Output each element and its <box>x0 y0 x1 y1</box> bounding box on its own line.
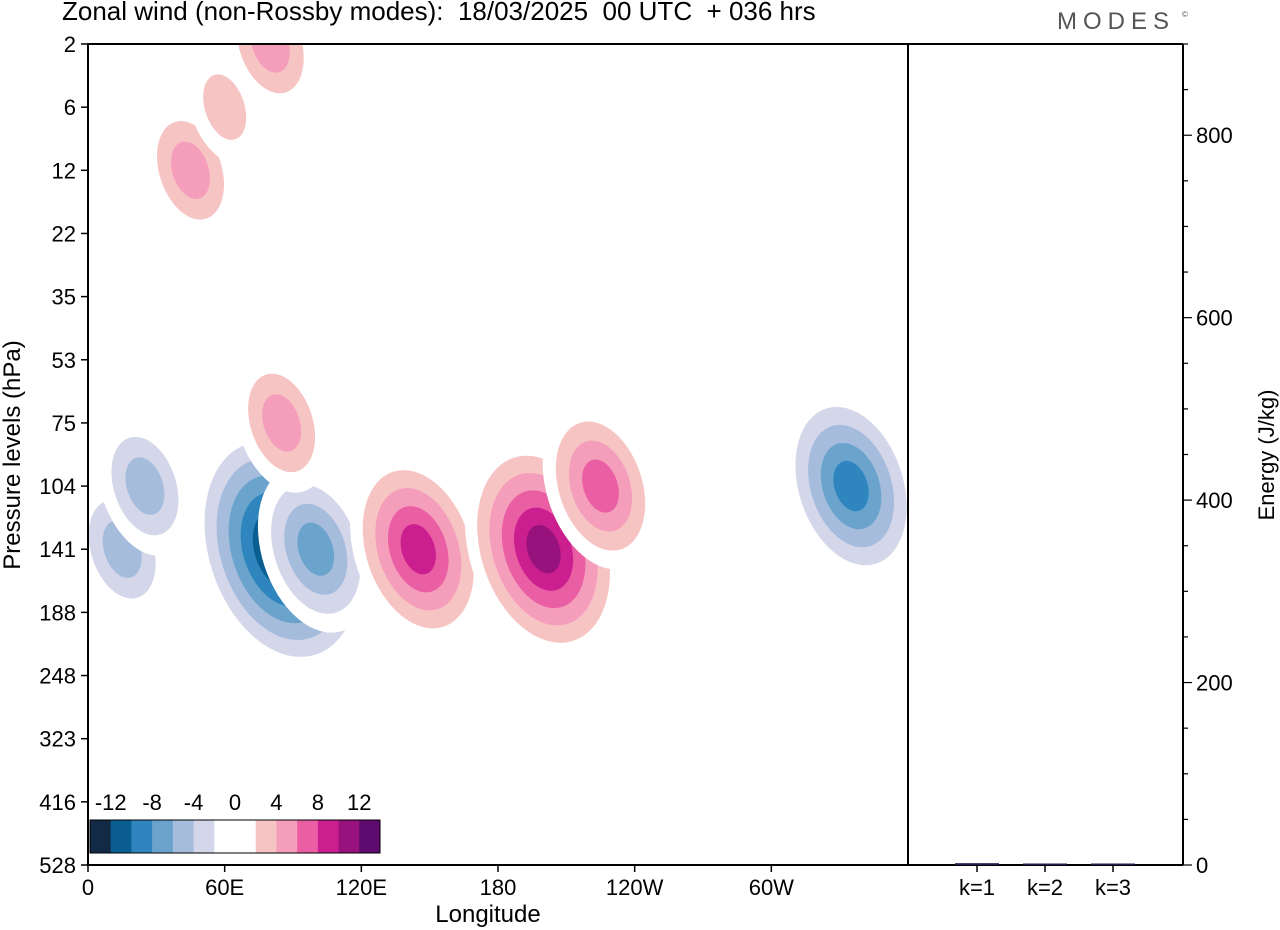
y-tick-label: 528 <box>39 853 76 878</box>
contour-feature <box>782 388 908 584</box>
colorbar-cell <box>172 820 195 853</box>
colorbar-label: 8 <box>312 790 324 815</box>
y-tick-label: 323 <box>39 727 76 752</box>
colorbar-label: -8 <box>142 790 162 815</box>
y-axis-label: Pressure levels (hPa) <box>0 340 26 569</box>
x-tick-label: 60E <box>205 875 244 900</box>
colorbar-cell <box>214 820 236 853</box>
colorbar-cell <box>317 820 340 853</box>
colorbar-cell <box>110 820 132 853</box>
contour-band <box>171 141 210 200</box>
colorbar-cell <box>359 820 381 853</box>
contour-feature <box>350 452 487 647</box>
x-tick-label: 120W <box>606 875 664 900</box>
x-tick-label: 120E <box>336 875 387 900</box>
contour-feature <box>97 416 193 556</box>
energy-tick-label: 400 <box>1196 488 1233 513</box>
energy-category-label: k=3 <box>1095 875 1131 900</box>
colorbar-cell <box>338 820 360 853</box>
energy-category-label: k=2 <box>1027 875 1063 900</box>
y-tick-label: 248 <box>39 664 76 689</box>
y-tick-label: 35 <box>52 285 76 310</box>
contour-band <box>833 460 869 512</box>
contour-band <box>400 524 436 575</box>
colorbar-cell <box>193 820 215 853</box>
contour-feature <box>257 465 374 633</box>
y-tick-label: 141 <box>39 537 76 562</box>
energy-tick-label: 0 <box>1196 853 1208 878</box>
y-tick-label: 104 <box>39 474 76 499</box>
colorbar-cell <box>297 820 319 853</box>
y-tick-label: 53 <box>52 348 76 373</box>
colorbar-cell <box>276 820 298 853</box>
energy-tick-label: 800 <box>1196 123 1233 148</box>
y-tick-label: 12 <box>52 158 76 183</box>
x-tick-label: 0 <box>82 875 94 900</box>
colorbar-label: 12 <box>347 790 371 815</box>
contour-band <box>526 525 561 574</box>
contour-feature <box>234 353 330 493</box>
energy-tick-label: 200 <box>1196 671 1233 696</box>
contour-band <box>203 74 247 140</box>
contour-band <box>262 394 302 452</box>
energy-tick-label: 600 <box>1196 306 1233 331</box>
brand-mark: © <box>1182 10 1188 19</box>
x-tick-label: 60W <box>749 875 794 900</box>
colorbar-label: -4 <box>184 790 204 815</box>
colorbar-label: 4 <box>270 790 282 815</box>
energy-category-label: k=1 <box>959 875 995 900</box>
energy-axis-label: Energy (J/kg) <box>1254 390 1279 521</box>
colorbar-cell <box>255 820 277 853</box>
y-tick-label: 75 <box>52 411 76 436</box>
colorbar-label: 0 <box>229 790 241 815</box>
y-tick-label: 2 <box>64 32 76 57</box>
energy-bar <box>955 863 999 865</box>
brand-logo: MODES <box>1057 8 1176 35</box>
contour-band <box>125 457 165 515</box>
colorbar-cell <box>152 820 174 853</box>
colorbar-cell <box>131 820 153 853</box>
contour-feature <box>542 402 659 570</box>
contour-band <box>582 459 619 513</box>
y-tick-label: 188 <box>39 600 76 625</box>
colorbar-cell <box>90 820 112 853</box>
y-tick-label: 6 <box>64 95 76 120</box>
x-tick-label: 180 <box>480 875 517 900</box>
x-axis-label: Longitude <box>435 901 540 928</box>
colorbar-frame <box>89 819 381 854</box>
chart-title: Zonal wind (non-Rossby modes): 18/03/202… <box>62 0 816 26</box>
colorbar-label: -12 <box>95 790 127 815</box>
colorbar-cell <box>235 820 257 853</box>
contour-band <box>297 522 335 576</box>
y-tick-label: 22 <box>52 221 76 246</box>
y-tick-label: 416 <box>39 790 76 815</box>
energy-bar <box>1023 863 1067 865</box>
energy-bar <box>1091 863 1135 865</box>
